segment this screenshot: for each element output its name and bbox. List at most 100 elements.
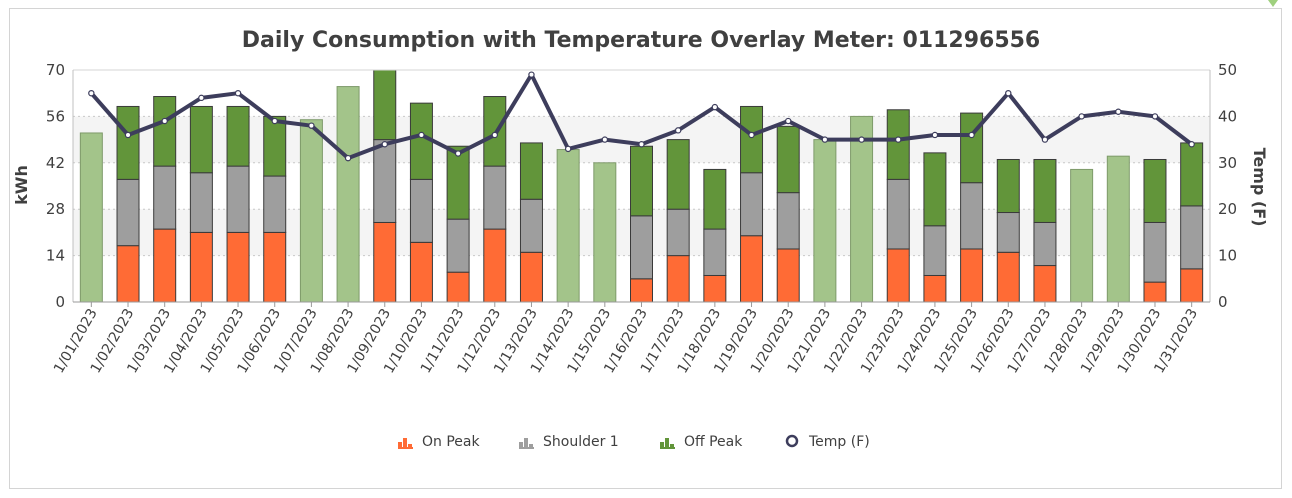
bar-on-peak xyxy=(153,228,177,303)
y-axis-label: kWh xyxy=(12,165,31,205)
bar-off-peak xyxy=(1106,155,1130,303)
temp-point xyxy=(528,71,535,78)
temp-point xyxy=(821,136,829,143)
bar-shoulder-1 xyxy=(1180,205,1204,270)
bar-on-peak xyxy=(776,248,800,303)
bar-off-peak xyxy=(666,139,690,210)
bar-off-peak xyxy=(813,139,837,303)
bar-off-peak xyxy=(556,149,580,303)
bar-off-peak xyxy=(630,145,653,217)
temp-point xyxy=(1078,113,1085,120)
bar-shoulder-1 xyxy=(153,165,177,230)
temp-point xyxy=(198,94,205,102)
bar-shoulder-1 xyxy=(960,182,984,250)
temp-line xyxy=(88,71,1195,162)
temp-point xyxy=(124,131,132,139)
bar-shoulder-1 xyxy=(703,228,727,276)
bar-off-peak xyxy=(299,119,323,303)
temp-point xyxy=(968,131,975,139)
bar-shoulder-1 xyxy=(116,178,140,247)
bar-on-peak xyxy=(1180,268,1204,303)
y2-tick-label: 10 xyxy=(1218,247,1237,265)
bar-shoulder-1 xyxy=(483,165,507,230)
temp-point xyxy=(601,136,609,143)
bar-on-peak xyxy=(263,231,287,303)
bar-shoulder-1 xyxy=(189,172,213,233)
bar-shoulder-1 xyxy=(996,212,1020,253)
temp-point xyxy=(1005,89,1012,97)
collapse-corner-icon[interactable] xyxy=(1268,0,1278,7)
bar-on-peak xyxy=(1143,281,1167,303)
bar-off-peak xyxy=(116,105,140,180)
temp-point xyxy=(564,145,572,153)
bar-off-peak xyxy=(850,115,874,303)
bars xyxy=(79,69,1204,303)
bar-off-peak xyxy=(1143,158,1167,223)
bar-on-peak xyxy=(1033,265,1057,303)
temp-point xyxy=(638,141,645,148)
bar-shoulder-1 xyxy=(666,208,690,257)
legend-shoulder-1-label: Shoulder 1 xyxy=(543,434,619,450)
y2-tick-label: 0 xyxy=(1218,293,1228,311)
temp-point xyxy=(674,127,682,134)
y-tick-label: 28 xyxy=(46,200,65,218)
bar-off-peak xyxy=(189,105,213,174)
bar-on-peak xyxy=(886,248,910,303)
bar-off-peak xyxy=(923,152,947,227)
bar-shoulder-1 xyxy=(1143,221,1167,283)
y-tick-label: 56 xyxy=(46,107,65,125)
y2-tick-label: 40 xyxy=(1218,107,1237,125)
temp-point xyxy=(1188,141,1195,148)
bar-on-peak xyxy=(373,221,397,303)
bar-shoulder-1 xyxy=(409,178,433,243)
temp-point xyxy=(234,89,242,97)
y-tick-label: 70 xyxy=(46,61,65,79)
bar-on-peak xyxy=(630,278,653,303)
y2-axis-label: Temp (F) xyxy=(1250,148,1269,227)
bar-on-peak xyxy=(446,271,470,303)
bar-off-peak xyxy=(409,102,433,180)
bar-on-peak xyxy=(189,231,213,303)
bar-on-peak xyxy=(996,251,1020,303)
bar-shoulder-1 xyxy=(446,218,470,273)
bar-off-peak xyxy=(740,105,764,174)
temp-point xyxy=(454,150,462,157)
bar-shoulder-1 xyxy=(226,165,250,233)
legend-temp-f-label: Temp (F) xyxy=(808,434,870,450)
legend-off-peak-icon xyxy=(660,438,675,449)
temp-point xyxy=(1041,136,1049,143)
bar-off-peak xyxy=(519,142,543,200)
y2-tick-label: 20 xyxy=(1218,200,1237,218)
temp-point xyxy=(88,89,95,97)
y2-tick-label: 50 xyxy=(1218,61,1237,79)
bar-off-peak xyxy=(373,69,397,141)
bar-off-peak xyxy=(1180,142,1204,207)
y2-tick-label: 30 xyxy=(1218,154,1237,172)
temp-point xyxy=(858,136,865,143)
bar-off-peak xyxy=(226,105,250,167)
bar-shoulder-1 xyxy=(1033,221,1057,267)
bar-off-peak xyxy=(1033,158,1057,223)
temp-point xyxy=(931,131,939,139)
temp-point xyxy=(1115,108,1122,115)
bar-off-peak xyxy=(446,145,470,220)
chart-title: Daily Consumption with Temperature Overl… xyxy=(242,28,1041,53)
temp-point xyxy=(748,131,755,139)
temp-point xyxy=(381,141,388,148)
bar-on-peak xyxy=(960,248,984,303)
legend-temp-icon xyxy=(785,434,799,448)
bar-shoulder-1 xyxy=(886,178,910,250)
temp-point xyxy=(308,122,315,129)
bar-shoulder-1 xyxy=(630,215,653,280)
temp-point xyxy=(711,103,719,111)
temp-point xyxy=(418,131,425,139)
legend-on-peak-icon xyxy=(398,438,413,449)
bar-on-peak xyxy=(226,231,250,303)
bar-off-peak xyxy=(886,109,910,180)
bar-shoulder-1 xyxy=(519,198,543,253)
bar-shoulder-1 xyxy=(740,172,764,237)
y-tick-label: 14 xyxy=(46,247,65,265)
temp-point xyxy=(895,136,902,143)
bar-on-peak xyxy=(483,228,507,303)
